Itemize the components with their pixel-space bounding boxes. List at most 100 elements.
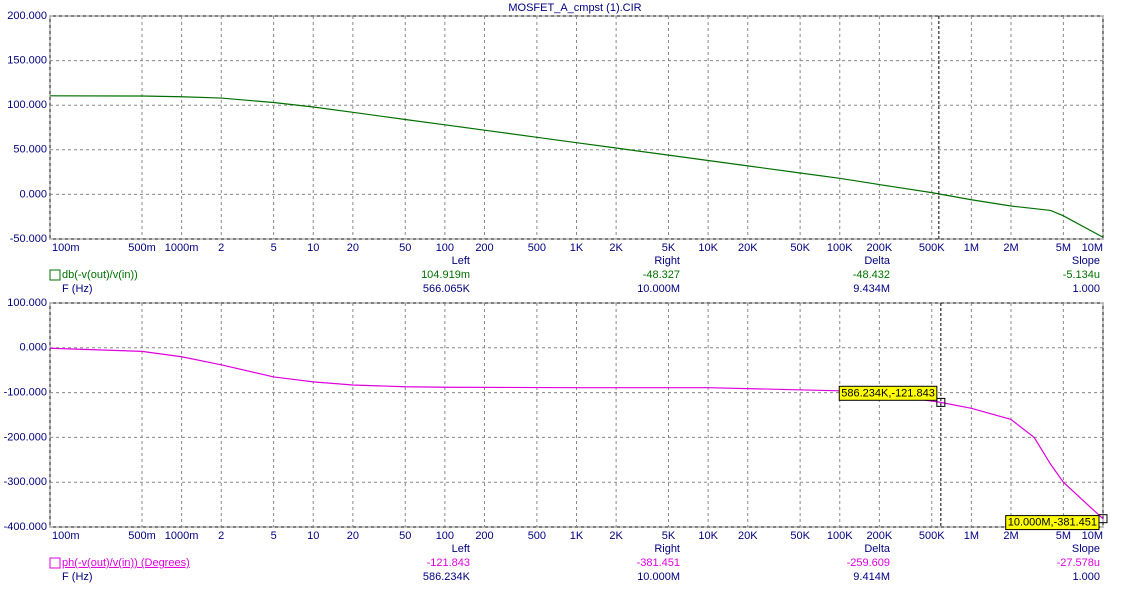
legend-label: db(-v(out)/v(in)) bbox=[62, 269, 138, 281]
y-tick-label: 50.000 bbox=[13, 144, 47, 156]
x-tick-label: 5 bbox=[271, 242, 277, 254]
x-tick-label: 10 bbox=[307, 242, 319, 254]
readout-x-value: 9.414M bbox=[853, 571, 890, 583]
x-tick-label: 5K bbox=[662, 530, 676, 542]
x-tick-label: 100m bbox=[52, 242, 80, 254]
x-tick-label: 10M bbox=[1082, 242, 1103, 254]
legend-swatch bbox=[49, 557, 61, 569]
x-tick-label: 20 bbox=[347, 530, 359, 542]
x-tick-label: 2K bbox=[609, 242, 623, 254]
annotation-text: 586.234K,-121.843 bbox=[841, 387, 935, 399]
x-tick-label: 20K bbox=[738, 530, 758, 542]
x-tick-label: 10 bbox=[307, 530, 319, 542]
x-tick-label: 200K bbox=[867, 530, 893, 542]
annotation: 10.000M,-381.451 bbox=[1005, 515, 1100, 531]
x-tick-label: 200 bbox=[475, 242, 493, 254]
series-line bbox=[49, 95, 1104, 238]
window-title: MOSFET_A_cmpst (1).CIR bbox=[508, 2, 641, 14]
y-tick-label: -50.000 bbox=[10, 233, 47, 245]
readout-x-value: 586.234K bbox=[423, 571, 471, 583]
annotation-box bbox=[1005, 515, 1100, 531]
x-tick-label: 2 bbox=[218, 242, 224, 254]
y-tick-label: -100.000 bbox=[4, 387, 47, 399]
x-tick-label: 20 bbox=[347, 242, 359, 254]
y-tick-label: 100.000 bbox=[7, 99, 47, 111]
x-tick-label: 50K bbox=[790, 530, 810, 542]
x-tick-label: 2 bbox=[218, 530, 224, 542]
legend-label: ph(-v(out)/v(in)) (Degrees) bbox=[62, 557, 190, 569]
plot-frame bbox=[49, 15, 1104, 240]
x-tick-label: 50 bbox=[399, 530, 411, 542]
readout-x-value: 10.000M bbox=[637, 283, 680, 295]
readout-value: -121.843 bbox=[427, 557, 470, 569]
readout-value: -381.451 bbox=[637, 557, 680, 569]
x-tick-label: 2K bbox=[609, 530, 623, 542]
y-tick-label: 200.000 bbox=[7, 10, 47, 22]
readout-header: Slope bbox=[1072, 255, 1100, 267]
x-tick-label: 5M bbox=[1056, 242, 1071, 254]
x-tick-label: 500K bbox=[919, 530, 945, 542]
x-tick-label: 500m bbox=[128, 242, 156, 254]
x-tick-label: 500K bbox=[919, 242, 945, 254]
x-tick-label: 10K bbox=[698, 242, 718, 254]
x-tick-label: 20K bbox=[738, 242, 758, 254]
readout-x-value: 1.000 bbox=[1072, 571, 1100, 583]
x-axis-label: F (Hz) bbox=[62, 571, 93, 583]
x-tick-label: 1M bbox=[964, 530, 979, 542]
x-tick-label: 100K bbox=[827, 242, 853, 254]
y-tick-label: -400.000 bbox=[4, 521, 47, 533]
y-tick-label: -200.000 bbox=[4, 431, 47, 443]
x-axis-label: F (Hz) bbox=[62, 283, 93, 295]
x-tick-label: 100 bbox=[436, 242, 454, 254]
x-tick-label: 10M bbox=[1082, 530, 1103, 542]
readout-value: -27.578u bbox=[1057, 557, 1100, 569]
cursor-marker bbox=[936, 397, 946, 407]
x-tick-label: 100K bbox=[827, 530, 853, 542]
readout-value: -48.432 bbox=[853, 269, 890, 281]
plot-frame bbox=[49, 302, 1104, 528]
x-tick-label: 50K bbox=[790, 242, 810, 254]
y-tick-label: -300.000 bbox=[4, 476, 47, 488]
series-line bbox=[49, 347, 1104, 520]
x-tick-label: 100 bbox=[436, 530, 454, 542]
x-tick-label: 500 bbox=[528, 242, 546, 254]
readout-header: Left bbox=[452, 255, 470, 267]
y-tick-label: 0.000 bbox=[19, 342, 47, 354]
readout-header: Slope bbox=[1072, 543, 1100, 555]
annotation: 586.234K,-121.843 bbox=[838, 385, 938, 401]
x-tick-label: 500 bbox=[528, 530, 546, 542]
x-tick-label: 10K bbox=[698, 530, 718, 542]
x-tick-label: 200 bbox=[475, 530, 493, 542]
x-tick-label: 2M bbox=[1003, 530, 1018, 542]
y-tick-label: 0.000 bbox=[19, 188, 47, 200]
readout-header: Delta bbox=[864, 543, 891, 555]
x-tick-label: 50 bbox=[399, 242, 411, 254]
x-tick-label: 1000m bbox=[165, 530, 199, 542]
readout-x-value: 10.000M bbox=[637, 571, 680, 583]
x-tick-label: 200K bbox=[867, 242, 893, 254]
readout-x-value: 566.065K bbox=[423, 283, 471, 295]
readout-header: Delta bbox=[864, 255, 891, 267]
readout-x-value: 1.000 bbox=[1072, 283, 1100, 295]
x-tick-label: 5K bbox=[662, 242, 676, 254]
x-tick-label: 5M bbox=[1056, 530, 1071, 542]
readout-x-value: 9.434M bbox=[853, 283, 890, 295]
readout-value: -259.609 bbox=[847, 557, 890, 569]
x-tick-label: 100m bbox=[52, 530, 80, 542]
readout-header: Left bbox=[452, 543, 470, 555]
readout-value: -48.327 bbox=[643, 269, 680, 281]
x-tick-label: 2M bbox=[1003, 242, 1018, 254]
readout-value: -5.134u bbox=[1063, 269, 1100, 281]
x-tick-label: 1000m bbox=[165, 242, 199, 254]
y-tick-label: 150.000 bbox=[7, 55, 47, 67]
legend-swatch bbox=[49, 269, 61, 281]
x-tick-label: 1K bbox=[570, 530, 584, 542]
y-tick-label: 100.000 bbox=[7, 297, 47, 309]
x-tick-label: 5 bbox=[271, 530, 277, 542]
x-tick-label: 1K bbox=[570, 242, 584, 254]
readout-header: Right bbox=[654, 255, 680, 267]
x-tick-label: 1M bbox=[964, 242, 979, 254]
x-tick-label: 500m bbox=[128, 530, 156, 542]
annotation-box bbox=[838, 385, 938, 401]
